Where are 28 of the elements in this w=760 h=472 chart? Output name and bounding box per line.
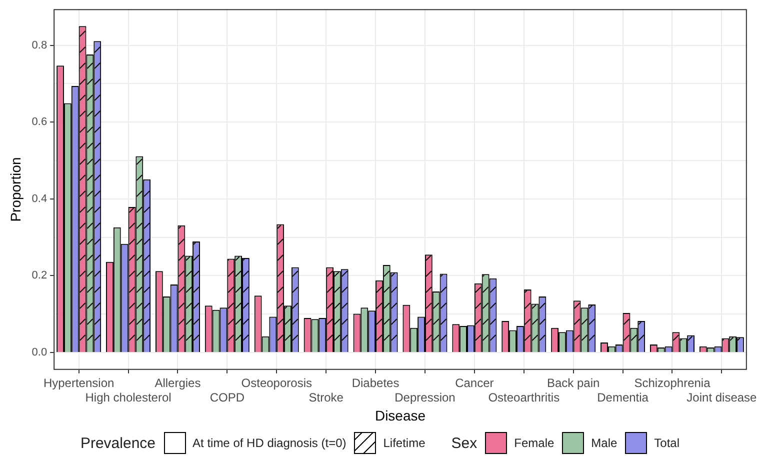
x-tick-label: Hypertension — [43, 376, 114, 390]
x-tick-label: High cholesterol — [85, 390, 172, 404]
legend-label: Female — [514, 436, 554, 450]
x-tick-label: Schizophrenia — [634, 376, 711, 390]
x-tick-label: Osteoarthritis — [488, 390, 560, 404]
legend-label: Total — [654, 436, 680, 450]
x-tick-label: Dementia — [597, 390, 649, 404]
x-tick-label: Diabetes — [352, 376, 400, 390]
text: Prevalence — [80, 434, 156, 452]
x-tick-label: Stroke — [308, 390, 344, 404]
legend-label: Male — [591, 436, 618, 450]
text: At time of HD diagnosis (t=0) — [192, 436, 346, 450]
y-tick-label: 0.6 — [32, 116, 48, 128]
x-axis-title: Disease — [374, 407, 426, 424]
legend-title: Sex — [451, 434, 478, 452]
y-tick-label: 0.0 — [32, 346, 48, 359]
x-tick-label: Back pain — [546, 376, 600, 390]
x-tick-label: Depression — [394, 390, 456, 404]
y-axis-title: Proportion — [7, 157, 24, 222]
x-tick-label: Allergies — [154, 376, 201, 390]
x-tick-label: COPD — [210, 390, 245, 404]
y-tick-label: 0.2 — [32, 270, 48, 282]
y-tick-label: 0.8 — [32, 39, 48, 52]
x-tick-label: Joint disease — [686, 390, 758, 404]
text: Lifetime — [383, 436, 426, 450]
x-tick-label: Cancer — [455, 376, 494, 390]
x-tick-label: Osteoporosis — [241, 376, 312, 390]
y-tick-label: 0.4 — [32, 192, 48, 205]
